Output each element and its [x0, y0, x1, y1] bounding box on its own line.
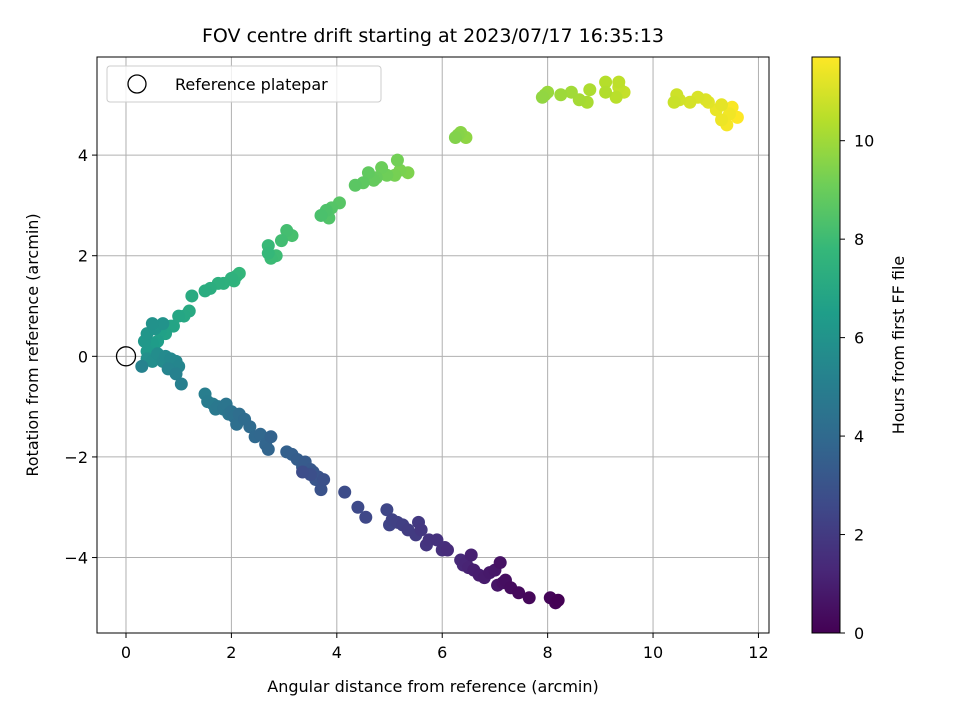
plot-frame	[96, 56, 770, 634]
data-point	[414, 523, 428, 537]
data-point	[535, 90, 549, 104]
colorbar	[812, 57, 840, 633]
data-point	[253, 427, 267, 441]
legend-marker-reference	[127, 74, 147, 94]
data-point	[599, 85, 613, 99]
y-tick-label: −4	[64, 549, 88, 568]
grid-lines	[97, 57, 769, 633]
data-point	[317, 473, 331, 487]
data-point	[564, 85, 578, 99]
x-axis-label: Angular distance from reference (arcmin)	[267, 677, 598, 696]
data-point	[172, 309, 186, 323]
data-point	[145, 317, 159, 331]
x-tick-label: 4	[332, 643, 342, 662]
x-tick-label: 0	[121, 643, 131, 662]
data-point	[261, 442, 275, 456]
data-point	[715, 98, 729, 112]
data-point	[715, 113, 729, 127]
x-tick-label: 10	[643, 643, 663, 662]
legend-label-reference: Reference platepar	[175, 75, 328, 94]
data-point	[348, 178, 362, 192]
data-point	[683, 95, 697, 109]
data-point	[156, 317, 170, 331]
data-point	[314, 208, 328, 222]
colorbar-label: Hours from first FF file	[889, 256, 908, 435]
data-point	[554, 88, 568, 102]
data-point	[198, 284, 212, 298]
y-tick-label: 4	[78, 146, 88, 165]
legend-box	[106, 65, 382, 103]
data-point	[390, 153, 404, 167]
colorbar-frame	[811, 56, 841, 634]
colorbar-tick-label: 4	[854, 427, 864, 446]
colorbar-tick-label: 10	[854, 132, 874, 151]
data-point	[493, 556, 507, 570]
data-point	[264, 430, 278, 444]
x-axis-ticks: 0 2 4 6 8 10 12	[121, 633, 769, 662]
y-tick-label: 2	[78, 247, 88, 266]
data-points	[115, 75, 744, 610]
data-point	[464, 548, 478, 562]
x-tick-label: 2	[226, 643, 236, 662]
data-point	[512, 586, 526, 600]
data-point	[274, 234, 288, 248]
y-axis-label: Rotation from reference (arcmin)	[23, 213, 42, 476]
data-point	[448, 130, 462, 144]
data-point	[551, 593, 565, 607]
data-point	[599, 75, 613, 89]
reference-point-marker	[115, 346, 137, 367]
data-point	[667, 95, 681, 109]
data-point	[359, 510, 373, 524]
y-axis-ticks: −4 −2 0 2 4	[64, 146, 97, 568]
data-point	[380, 503, 394, 517]
legend: Reference platepar	[106, 65, 382, 103]
data-point	[243, 420, 257, 434]
colorbar-ticks: 0 2 4 6 8 10	[840, 132, 874, 643]
x-tick-label: 6	[437, 643, 447, 662]
y-tick-label: −2	[64, 448, 88, 467]
data-point	[185, 289, 199, 303]
data-point	[440, 543, 454, 557]
data-point	[361, 166, 375, 180]
data-point	[174, 377, 188, 391]
y-tick-label: 0	[78, 347, 88, 366]
data-point	[609, 90, 623, 104]
data-point	[338, 485, 352, 499]
colorbar-tick-label: 0	[854, 624, 864, 643]
x-tick-label: 8	[543, 643, 553, 662]
x-tick-label: 12	[748, 643, 768, 662]
data-point	[261, 246, 275, 260]
data-point	[169, 367, 183, 381]
colorbar-tick-label: 2	[854, 526, 864, 545]
colorbar-tick-label: 6	[854, 329, 864, 348]
data-point	[612, 75, 626, 89]
colorbar-tick-label: 8	[854, 230, 864, 249]
data-point	[280, 224, 294, 238]
data-point	[314, 483, 328, 497]
data-point	[375, 161, 389, 175]
data-point	[135, 359, 149, 373]
chart-title: FOV centre drift starting at 2023/07/17 …	[202, 25, 664, 47]
data-point	[583, 83, 597, 97]
data-point	[296, 465, 310, 479]
data-point	[522, 591, 536, 605]
data-point	[351, 500, 365, 514]
